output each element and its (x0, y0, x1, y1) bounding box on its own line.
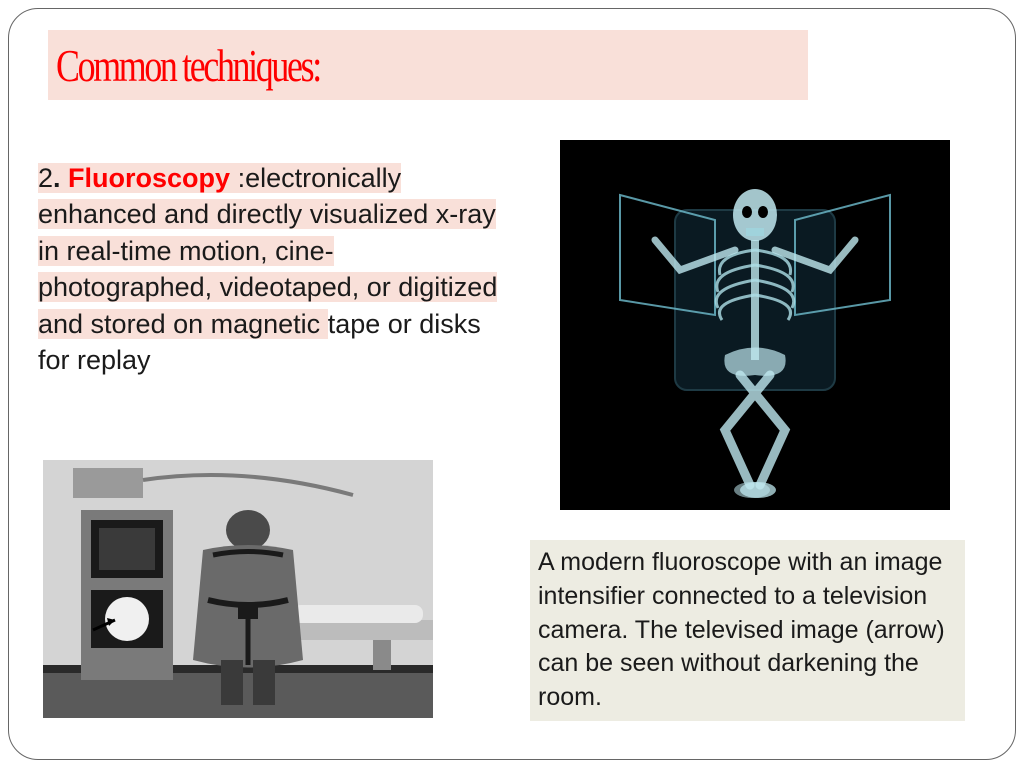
caption-text: A modern fluoroscope with an image inten… (538, 546, 957, 715)
fluoroscope-room-image (43, 460, 433, 718)
xray-skeleton-icon (560, 140, 950, 510)
term: Fluoroscopy (68, 163, 230, 193)
list-number: 2 (38, 163, 53, 193)
fluoroscope-room-icon (43, 460, 433, 718)
description-block: 2. Fluoroscopy :electronically enhanced … (38, 160, 500, 379)
xray-skeleton-image (560, 140, 950, 510)
slide-title: Common techniques: (56, 39, 320, 92)
caption-box: A modern fluoroscope with an image inten… (530, 540, 965, 721)
title-box: Common techniques: (48, 30, 808, 100)
